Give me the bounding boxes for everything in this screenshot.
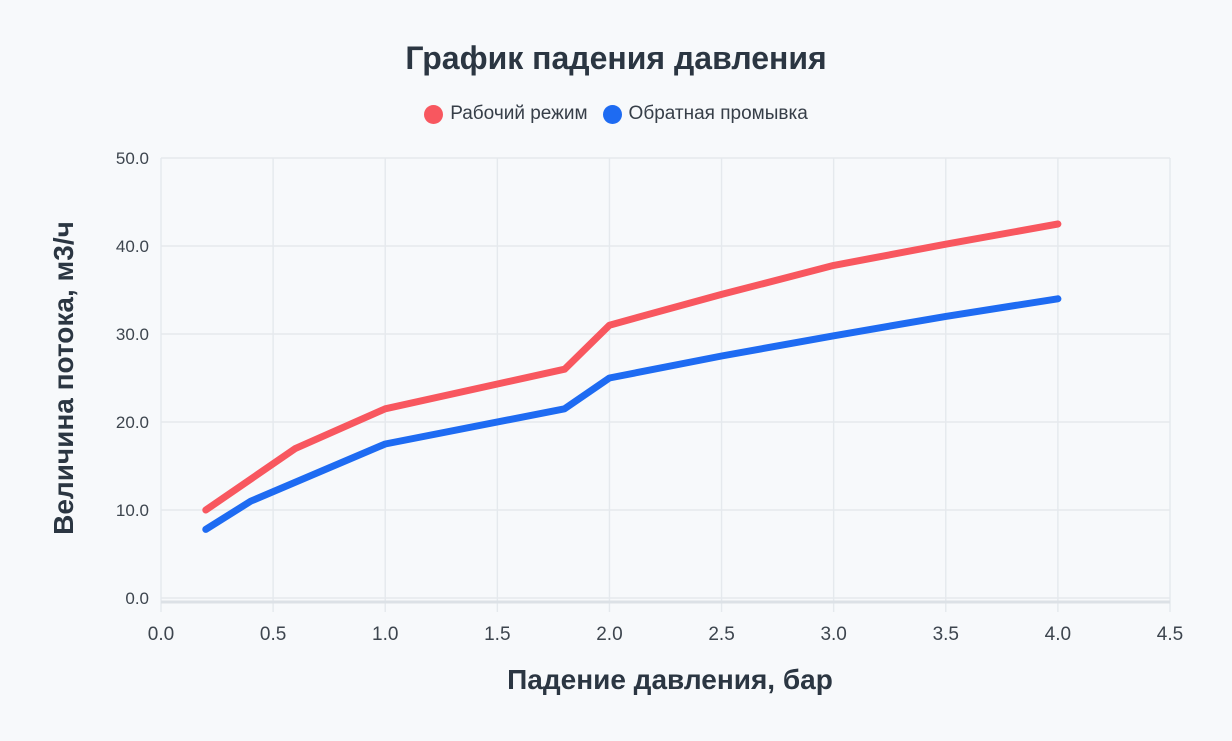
y-tick-label: 10.0 [116,501,149,520]
legend-item-backwash[interactable]: Обратная промывка [602,103,808,125]
x-tick-label: 1.0 [372,624,398,645]
legend-label-working-mode: Рабочий режим [450,103,588,124]
x-tick-label: 0.0 [148,624,174,645]
x-tick-label: 4.0 [1045,624,1071,645]
x-tick-label: 3.0 [820,624,846,645]
legend-marker-working-mode [424,104,444,124]
chart-title: График падения давления [405,40,827,76]
x-tick-label: 0.5 [260,624,286,645]
chart-legend: Рабочий режим Обратная промывка [0,103,1232,125]
y-tick-label: 50.0 [116,149,149,168]
x-tick-label: 2.0 [596,624,622,645]
y-tick-label: 40.0 [116,237,149,256]
legend-item-working-mode[interactable]: Рабочий режим [424,103,588,125]
legend-label-backwash: Обратная промывка [628,103,808,124]
series-line-working-mode [202,220,1062,514]
y-axis-title: Величина потока, м3/ч [48,221,79,535]
series-line-backwash [202,295,1062,533]
x-tick-label: 3.5 [933,624,959,645]
y-tick-label: 30.0 [116,325,149,344]
y-tick-label: 20.0 [116,413,149,432]
x-tick-label: 2.5 [708,624,734,645]
legend-marker-backwash [602,104,622,124]
x-tick-label: 1.5 [484,624,510,645]
x-axis-title: Падение давления, бар [507,664,833,695]
y-tick-label: 0.0 [125,589,149,608]
x-tick-label: 4.5 [1157,624,1183,645]
